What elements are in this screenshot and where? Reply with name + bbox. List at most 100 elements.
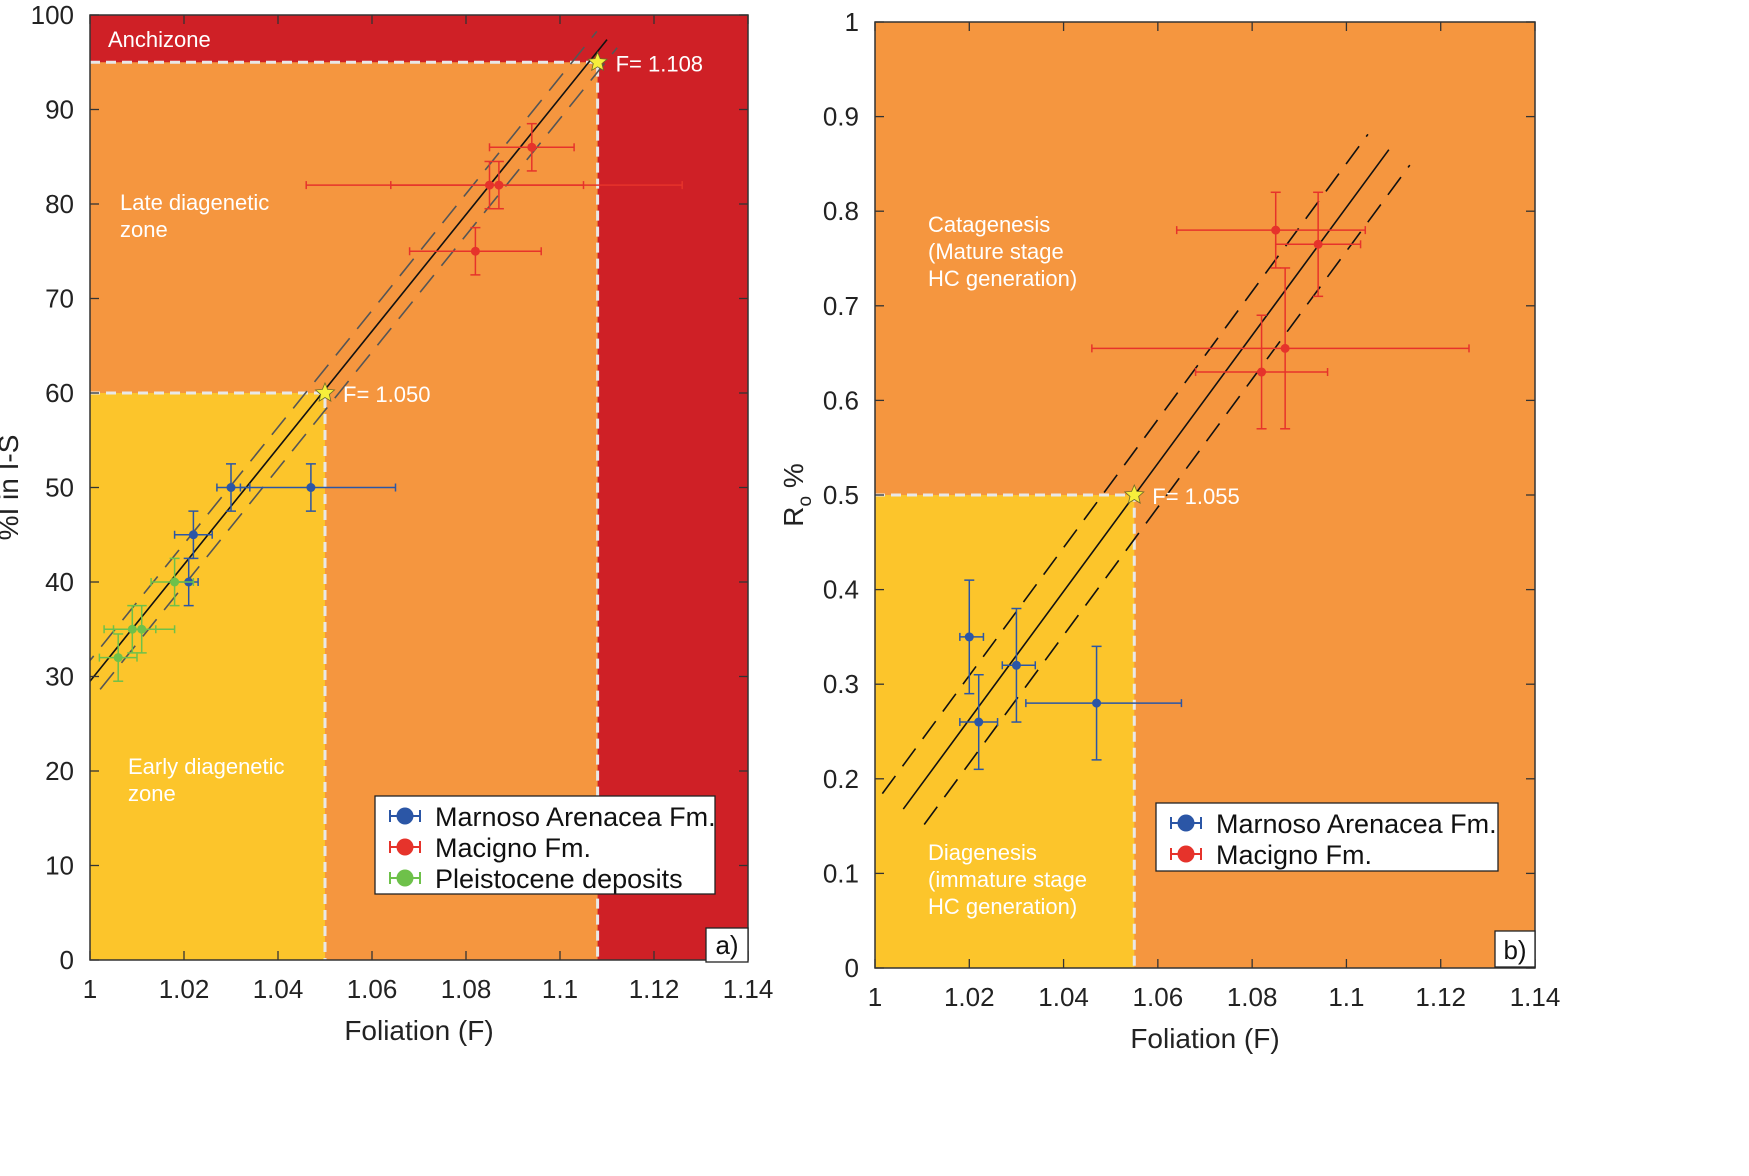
- x-tick-label: 1.12: [1415, 982, 1466, 1012]
- data-point: [305, 160, 683, 210]
- plot-area: [90, 15, 748, 960]
- x-tick-label: 1: [868, 982, 882, 1012]
- panel-tag: a): [715, 930, 738, 960]
- y-axis-label: %I in I-S: [0, 435, 24, 541]
- series-red: [1091, 191, 1470, 430]
- legend-marker: [396, 838, 414, 856]
- y-tick-label: 0.9: [823, 102, 859, 132]
- y-tick-label: 0.1: [823, 858, 859, 888]
- y-axis-label-main: R: [778, 507, 809, 527]
- data-point: [103, 604, 157, 654]
- series-blue: [173, 463, 397, 607]
- data-point: [1274, 191, 1362, 298]
- y-tick-label: 60: [45, 378, 74, 408]
- point-marker: [226, 483, 236, 492]
- zone-label-early-line: Early diagenetic: [128, 754, 285, 779]
- y-tick-label: 0.8: [823, 196, 859, 226]
- legend-marker: [1177, 814, 1195, 832]
- legend-label: Pleistocene deposits: [435, 864, 683, 894]
- threshold-star: [314, 381, 336, 402]
- y-tick-label: 1: [845, 7, 859, 37]
- data-point: [959, 673, 999, 771]
- zone-label-diagenesis: Diagenesis (immature stage HC generation): [928, 840, 1087, 919]
- zone-label-anchizone: Anchizone: [108, 27, 211, 52]
- x-axis-label: Foliation (F): [1130, 1023, 1279, 1054]
- y-axis-label-sub: o: [795, 496, 816, 507]
- zone-label-early-line: zone: [128, 781, 176, 806]
- y-axis-label-suffix: %: [778, 463, 809, 496]
- point-marker: [1257, 367, 1267, 377]
- y-tick-label: 0.6: [823, 385, 859, 415]
- legend-label: Marnoso Arenacea Fm.: [1216, 809, 1497, 839]
- y-tick-label: 0: [60, 945, 74, 975]
- y-tick-label: 0.3: [823, 669, 859, 699]
- zone-label-diagenesis-line: HC generation): [928, 894, 1077, 919]
- point-marker: [974, 717, 984, 727]
- y-tick-label: 50: [45, 473, 74, 503]
- legend-label: Macigno Fm.: [435, 833, 591, 863]
- legend-box: [374, 795, 716, 895]
- confidence-band-lower: [90, 30, 598, 662]
- data-point: [216, 463, 251, 512]
- y-tick-label: 30: [45, 662, 74, 692]
- data-point: [1194, 314, 1329, 430]
- data-point: [98, 633, 138, 682]
- data-point: [1175, 191, 1367, 269]
- y-tick-label: 0.4: [823, 575, 859, 605]
- data-point: [1025, 645, 1183, 761]
- point-marker: [306, 483, 316, 492]
- x-tick-label: 1.02: [159, 974, 210, 1004]
- threshold-label: F= 1.108: [616, 51, 703, 76]
- threshold-line-anchizone: [90, 60, 600, 960]
- zone-label-diagenesis-line: (immature stage: [928, 867, 1087, 892]
- regression-line: [902, 149, 1390, 810]
- panel-tag-box: [1494, 930, 1536, 968]
- x-axis-label: Foliation (F): [344, 1015, 493, 1046]
- data-point: [1091, 267, 1470, 430]
- y-tick-label: 0: [845, 953, 859, 983]
- zone-label-late-line: Late diagenetic: [120, 190, 269, 215]
- panel-b: Catagenesis (Mature stage HC generation)Di…: [778, 7, 1560, 1054]
- x-tick-label: 1.14: [1510, 982, 1561, 1012]
- data-point: [239, 463, 397, 512]
- panel-tag-box: [705, 927, 749, 963]
- series-green: [98, 557, 195, 682]
- y-tick-label: 0.7: [823, 291, 859, 321]
- threshold-label: F= 1.055: [1152, 484, 1239, 509]
- legend-marker: [396, 869, 414, 887]
- y-tick-label: 40: [45, 567, 74, 597]
- y-tick-label: 20: [45, 756, 74, 786]
- x-tick-label: 1.02: [944, 982, 995, 1012]
- data-point: [959, 579, 985, 695]
- x-tick-label: 1.14: [723, 974, 774, 1004]
- data-point: [488, 122, 575, 172]
- point-marker: [1011, 660, 1021, 670]
- point-marker: [127, 624, 137, 634]
- threshold-line-late: [90, 391, 327, 960]
- series-red: [305, 122, 683, 276]
- legend-box: [1155, 802, 1499, 872]
- legend: Marnoso Arenacea Fm.Macigno Fm.: [1155, 802, 1499, 872]
- point-marker: [113, 653, 123, 663]
- x-tick-label: 1.08: [441, 974, 492, 1004]
- regression-line: [90, 39, 608, 682]
- point-marker: [1313, 239, 1323, 249]
- zone-label-early: Early diagenetic zone: [128, 754, 285, 806]
- zone-label-diagenesis-line: Diagenesis: [928, 840, 1037, 865]
- zone-label-late-line: zone: [120, 217, 168, 242]
- point-marker: [494, 180, 504, 190]
- legend-label: Marnoso Arenacea Fm.: [435, 802, 716, 832]
- y-axis-label-main: %I in I-S: [0, 435, 24, 541]
- data-point: [150, 557, 195, 607]
- y-tick-label: 90: [45, 95, 74, 125]
- zone-label-catagenesis-line: HC generation): [928, 266, 1077, 291]
- y-tick-label: 70: [45, 284, 74, 314]
- y-tick-label: 100: [31, 0, 74, 30]
- zone-early-diagenetic: [90, 393, 325, 960]
- y-axis-label: Ro %: [778, 463, 816, 527]
- threshold-label: F= 1.050: [343, 382, 430, 407]
- point-marker: [527, 142, 537, 152]
- zone-label-catagenesis-line: (Mature stage: [928, 239, 1064, 264]
